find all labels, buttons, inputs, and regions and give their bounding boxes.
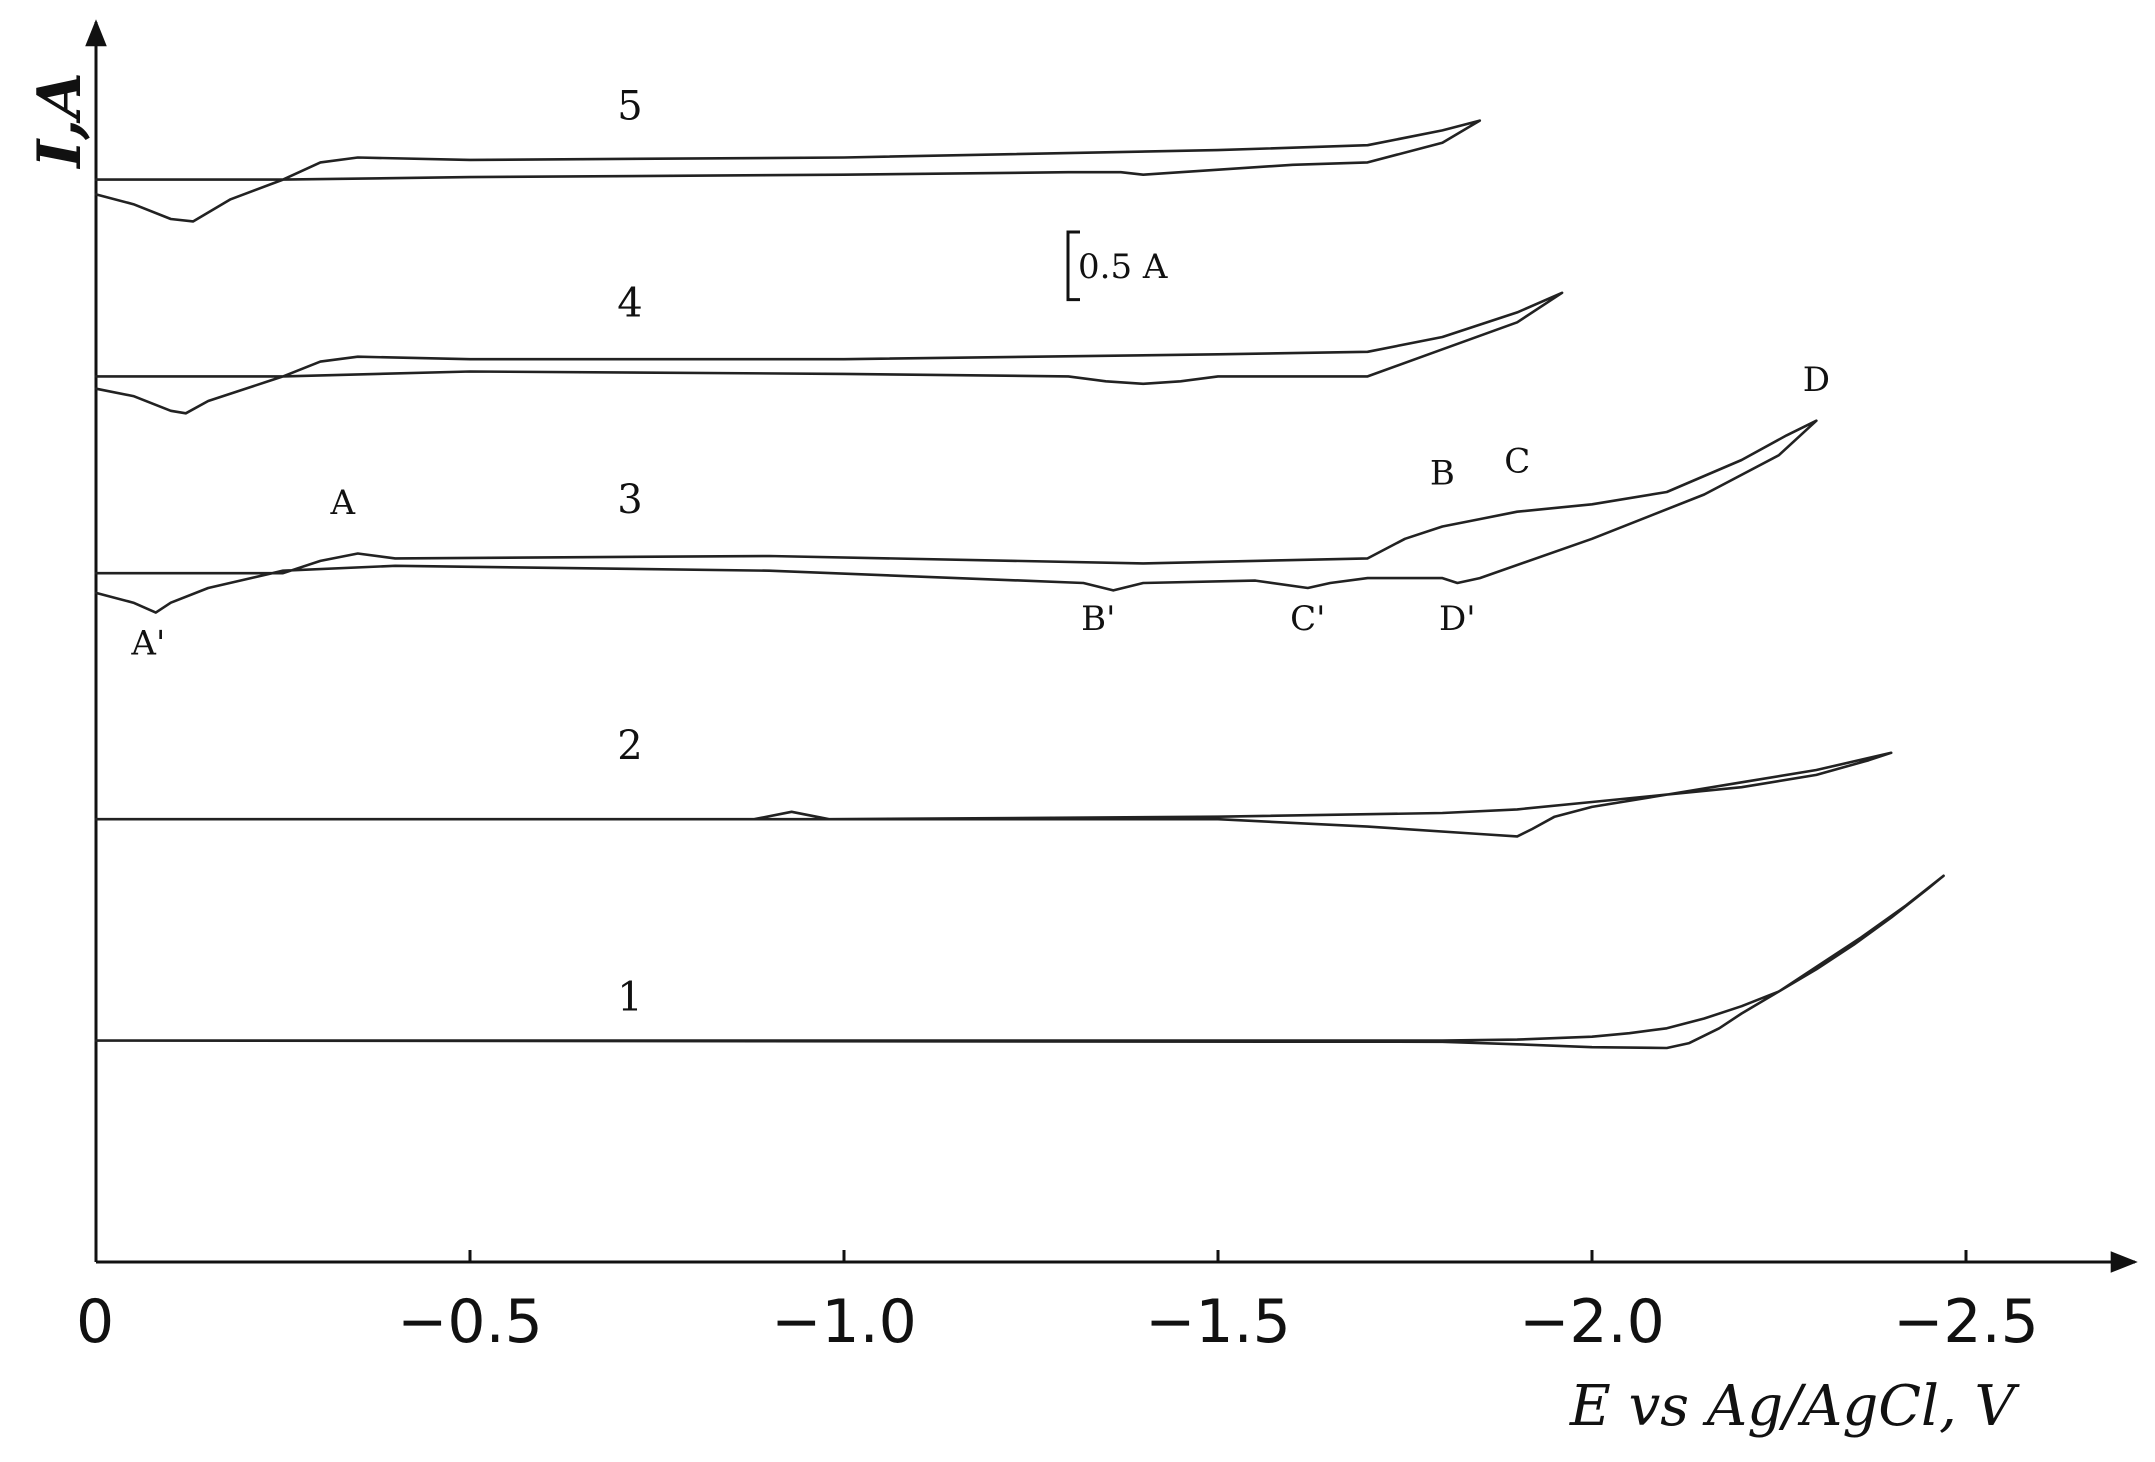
series-2-curve [94, 751, 1893, 838]
peak-label-C-prime: C' [1290, 599, 1325, 639]
series-5-curve [94, 119, 1482, 223]
scale-bar-label: 0.5 A [1078, 247, 1168, 287]
series-labels: 123456 [617, 84, 642, 1021]
peak-label-C: C [1504, 441, 1530, 481]
peak-label-A: A [330, 483, 356, 523]
x-ticks: 0 −0.5 −1.0 −1.5 −2.0 −2.5 [76, 1250, 2039, 1357]
peak-label-D: D [1803, 360, 1830, 400]
series-1-label: 1 [617, 975, 642, 1021]
peak-label-D-prime: D' [1439, 599, 1476, 639]
scale-bar: 0.5 A [1066, 230, 1168, 302]
x-tick-label: −1.5 [1145, 1287, 1291, 1357]
scale-bar-bracket [1066, 230, 1080, 302]
x-tick-label: −0.5 [397, 1287, 543, 1357]
x-tick-label: −1.0 [771, 1287, 917, 1357]
series-1-curve [94, 874, 1945, 1050]
series-4-curve [94, 291, 1564, 415]
x-tick-label: −2.0 [1519, 1287, 1665, 1357]
peak-label-B-prime: B' [1081, 599, 1115, 639]
x-axis-label: E vs Ag/AgCl, V [1569, 1374, 2021, 1439]
peak-label-B: B [1430, 454, 1455, 494]
series-5-label: 5 [617, 84, 642, 130]
peak-label-A-prime: A' [130, 623, 165, 663]
x-tick-label: −2.5 [1893, 1287, 2039, 1357]
y-axis-label: I,A [25, 72, 95, 170]
series-3-label: 3 [617, 477, 642, 523]
series-2-label: 2 [617, 723, 642, 769]
series-4-label: 4 [617, 280, 642, 326]
x-tick-label: 0 [76, 1287, 114, 1357]
curves [94, 119, 1945, 1050]
peak-annotations: A A' B C D B' C' D' [130, 360, 1830, 663]
series-3-curve [94, 419, 1818, 614]
